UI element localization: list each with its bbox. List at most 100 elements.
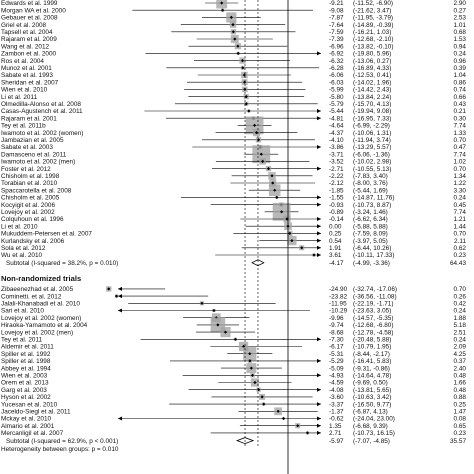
confidence-interval: (-10.55, 5.13) — [353, 166, 391, 173]
effect-size: -5.31 — [329, 351, 344, 358]
weight: 0.37 — [454, 358, 467, 365]
ci-arrow-right — [317, 166, 321, 171]
point-estimate — [253, 380, 257, 385]
point-estimate — [266, 167, 271, 171]
point-estimate — [231, 30, 235, 34]
study-label: Spiller et al. 1998 — [1, 358, 51, 365]
confidence-interval: (-13.06, 0.27) — [353, 58, 391, 65]
effect-size: -6.96 — [329, 43, 344, 50]
confidence-interval: (-11.95, -3.79) — [353, 15, 393, 22]
weight: 0.27 — [454, 7, 467, 14]
study-label: Colquhoun et al. 1996 — [1, 216, 64, 223]
confidence-interval: (-6.06, -1.36) — [353, 151, 390, 158]
confidence-interval: (-11.52, -6.90) — [353, 0, 393, 7]
study-label: Chisholm et al. 2005 — [1, 195, 60, 202]
point-estimate — [260, 395, 264, 399]
study-label: Iwamoto et al. 2002 (women) — [1, 130, 83, 137]
confidence-interval: (-10.11, 17.33) — [353, 252, 394, 259]
ci-arrow-right — [317, 373, 321, 378]
weight: 2.90 — [454, 0, 467, 7]
study-label: Yucesan et al. 2010 — [1, 401, 58, 408]
study-label: Jaceldo-Siegl et al. 2011 — [1, 409, 71, 416]
effect-size: -23.82 — [329, 293, 348, 300]
effect-size: -1.55 — [329, 195, 344, 202]
confidence-interval: (-6.44, 10.26) — [353, 245, 391, 252]
ci-arrow-right — [317, 231, 321, 236]
effect-size: -4.93 — [329, 373, 344, 380]
point-estimate — [273, 188, 277, 192]
weight: 0.43 — [454, 101, 467, 108]
effect-size: 1.35 — [329, 423, 342, 430]
ci-arrow-left — [118, 416, 122, 421]
confidence-interval: (-24.04, 23.00) — [353, 416, 395, 423]
subtotal-diamond — [251, 259, 265, 267]
point-estimate — [281, 416, 286, 421]
effect-size: 3.61 — [329, 252, 342, 259]
confidence-interval: (-6.68, 9.39) — [353, 423, 388, 430]
confidence-interval: (-13.84, 2.24) — [353, 94, 391, 101]
weight: 5.18 — [454, 322, 467, 329]
effect-size: -4.64 — [329, 123, 344, 130]
weight: 0.42 — [454, 301, 467, 308]
weight: 0.30 — [454, 115, 467, 122]
confidence-interval: (-36.56, -11.08) — [353, 293, 397, 300]
confidence-interval: (-12.53, 0.41) — [353, 72, 391, 79]
effect-size: 1.91 — [329, 245, 342, 252]
weight: 1.01 — [454, 22, 467, 29]
point-estimate — [261, 159, 265, 163]
confidence-interval: (-10.63, 3.42) — [353, 394, 391, 401]
point-estimate — [240, 59, 245, 63]
ci-arrow-left — [118, 294, 122, 299]
weight: 1.33 — [454, 130, 467, 137]
effect-size: -0.89 — [329, 209, 344, 216]
point-estimate — [221, 8, 225, 12]
point-estimate — [229, 15, 233, 19]
point-estimate — [288, 231, 292, 235]
weight: 0.74 — [454, 87, 467, 94]
confidence-interval: (-15.70, 4.13) — [353, 101, 391, 108]
weight: 1.04 — [454, 72, 467, 79]
study-label: Chisholm et al. 1998 — [1, 173, 60, 180]
point-estimate — [259, 152, 263, 156]
study-label: Kurlandsky et al. 2006 — [1, 238, 65, 245]
study-label: Sabate et al. 1993 — [1, 72, 53, 79]
confidence-interval: (-8.00, 3.76) — [353, 180, 388, 187]
weight: 7.74 — [454, 209, 467, 216]
weight: 7.74 — [454, 123, 467, 130]
weight: 0.48 — [454, 373, 467, 380]
point-estimate — [276, 409, 280, 413]
subtotal-weight: 64.43 — [450, 260, 466, 267]
weight: 0.48 — [454, 387, 467, 394]
confidence-interval: (-11.94, 3.74) — [353, 137, 391, 144]
effect-size: 2.71 — [329, 430, 342, 437]
confidence-interval: (-14.57, -5.35) — [353, 315, 394, 322]
weight: 1.88 — [454, 315, 467, 322]
effect-size: -3.71 — [329, 151, 344, 158]
effect-size: -3.86 — [329, 144, 344, 151]
point-estimate — [254, 131, 259, 135]
study-label: Wien et al. 2010 — [1, 87, 48, 94]
study-label: Rajaram et al. 2001 — [1, 115, 57, 122]
study-label: Mckay et al. 2010 — [1, 416, 52, 423]
study-label: Torabian et al. 2010 — [1, 180, 58, 187]
study-label: Almario et al. 2001 — [1, 423, 55, 430]
confidence-interval: (-20.48, 5.88) — [353, 337, 391, 344]
weight: 0.96 — [454, 58, 467, 65]
confidence-interval: (-10.73, 8.87) — [353, 202, 391, 209]
weight: 1.21 — [454, 216, 467, 223]
study-label: Ros et al. 2004 — [1, 58, 44, 65]
weight: 1.34 — [454, 173, 467, 180]
effect-size: -6.32 — [329, 58, 344, 65]
ci-arrow-right — [317, 195, 321, 200]
confidence-interval: (-16.95, 7.33) — [353, 115, 391, 122]
study-label: Spiller et al. 1992 — [1, 351, 51, 358]
confidence-interval: (-14.87, 11.76) — [353, 195, 394, 202]
confidence-interval: (-16.41, 5.83) — [353, 358, 391, 365]
effect-size: -7.30 — [329, 337, 344, 344]
subtotal-ci: (-7.07, -4.85) — [353, 438, 390, 445]
point-estimate — [233, 337, 238, 341]
confidence-interval: (-12.68, -2.10) — [353, 36, 394, 43]
weight: 0.24 — [454, 195, 467, 202]
confidence-interval: (-22.19, -1.71) — [353, 301, 394, 308]
point-estimate — [275, 195, 279, 199]
